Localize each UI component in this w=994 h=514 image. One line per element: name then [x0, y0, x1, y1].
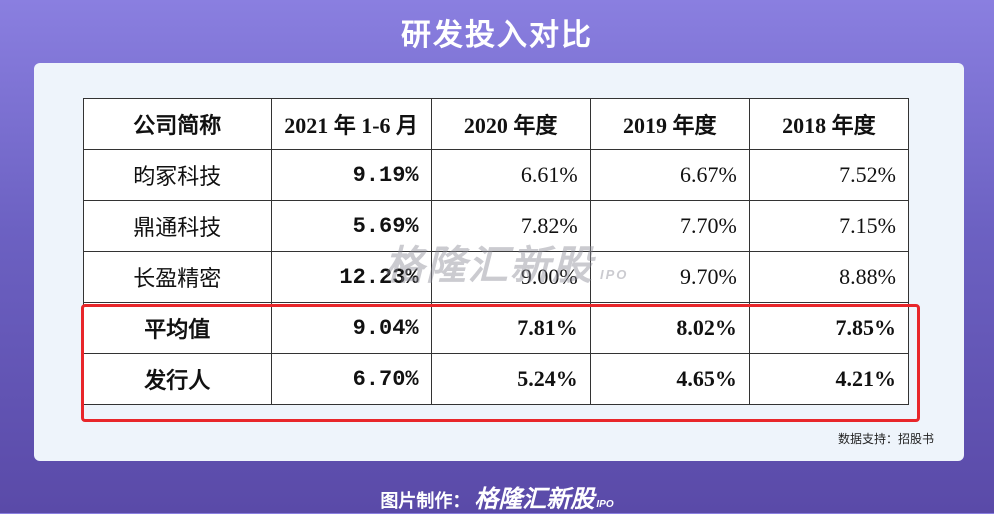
- table-row: 长盈精密 12.23% 9.00% 9.70% 8.88%: [83, 251, 910, 303]
- company-name: 平均值: [83, 302, 272, 354]
- value-2021h1: 12.23%: [270, 251, 432, 303]
- value-2021h1: 9.04%: [270, 302, 432, 354]
- company-name: 昀冢科技: [83, 149, 272, 201]
- value-2020: 7.82%: [430, 200, 591, 252]
- table-row: 昀冢科技 9.19% 6.61% 6.67% 7.52%: [83, 149, 910, 201]
- header-company: 公司简称: [83, 98, 272, 150]
- value-2020: 9.00%: [430, 251, 591, 303]
- value-2021h1: 9.19%: [270, 149, 432, 201]
- header-2021h1: 2021 年 1-6 月: [270, 98, 432, 150]
- value-2018: 7.15%: [748, 200, 910, 252]
- table-header-row: 公司简称 2021 年 1-6 月 2020 年度 2019 年度 2018 年…: [83, 98, 910, 150]
- footer-prefix: 图片制作：: [380, 491, 471, 511]
- page-title: 研发投入对比: [401, 19, 593, 52]
- header-2020: 2020 年度: [430, 98, 591, 150]
- company-name: 发行人: [83, 353, 272, 405]
- footer-logo-ipo: IPO: [596, 499, 614, 510]
- value-2021h1: 6.70%: [270, 353, 432, 405]
- table-row-average: 平均值 9.04% 7.81% 8.02% 7.85%: [83, 302, 910, 354]
- value-2020: 5.24%: [430, 353, 591, 405]
- value-2020: 7.81%: [430, 302, 591, 354]
- value-2018: 7.85%: [748, 302, 910, 354]
- value-2019: 8.02%: [589, 302, 750, 354]
- value-2018: 4.21%: [748, 353, 910, 405]
- table-row-issuer: 发行人 6.70% 5.24% 4.65% 4.21%: [83, 353, 910, 405]
- rd-comparison-table: 公司简称 2021 年 1-6 月 2020 年度 2019 年度 2018 年…: [83, 98, 910, 405]
- company-name: 长盈精密: [83, 251, 272, 303]
- header-2018: 2018 年度: [748, 98, 910, 150]
- value-2021h1: 5.69%: [270, 200, 432, 252]
- header-2019: 2019 年度: [589, 98, 750, 150]
- footer-logo: 格隆汇新股: [474, 486, 595, 513]
- company-name: 鼎通科技: [83, 200, 272, 252]
- value-2019: 9.70%: [589, 251, 750, 303]
- footer-credit: 图片制作： 格隆汇新股 IPO: [0, 479, 994, 514]
- value-2020: 6.61%: [430, 149, 591, 201]
- value-2019: 4.65%: [589, 353, 750, 405]
- value-2018: 7.52%: [748, 149, 910, 201]
- value-2019: 6.67%: [589, 149, 750, 201]
- value-2019: 7.70%: [589, 200, 750, 252]
- table-row: 鼎通科技 5.69% 7.82% 7.70% 7.15%: [83, 200, 910, 252]
- content-panel: 公司简称 2021 年 1-6 月 2020 年度 2019 年度 2018 年…: [34, 63, 964, 461]
- value-2018: 8.88%: [748, 251, 910, 303]
- source-note: 数据支持：招股书: [837, 432, 934, 446]
